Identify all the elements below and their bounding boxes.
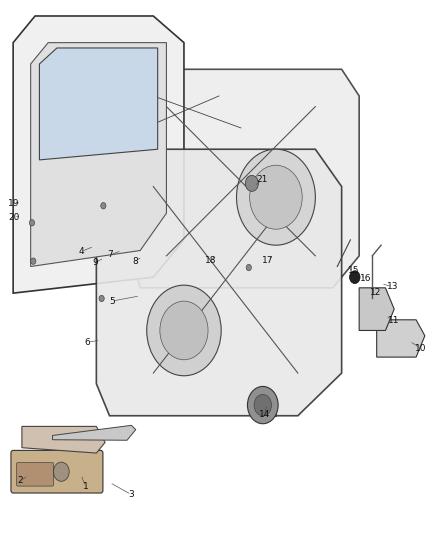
Text: 8: 8 bbox=[132, 257, 138, 265]
Text: 20: 20 bbox=[8, 213, 20, 222]
Text: 14: 14 bbox=[259, 410, 270, 419]
Text: 21: 21 bbox=[256, 175, 268, 184]
FancyBboxPatch shape bbox=[17, 463, 53, 486]
PathPatch shape bbox=[53, 425, 136, 440]
Text: 18: 18 bbox=[205, 256, 216, 264]
Circle shape bbox=[147, 285, 221, 376]
Text: 3: 3 bbox=[128, 490, 134, 499]
Text: 2: 2 bbox=[18, 477, 23, 485]
Text: 19: 19 bbox=[8, 199, 20, 208]
Text: 11: 11 bbox=[389, 317, 400, 325]
PathPatch shape bbox=[13, 16, 184, 293]
Circle shape bbox=[99, 295, 104, 302]
Circle shape bbox=[254, 394, 272, 416]
Text: 13: 13 bbox=[387, 282, 398, 291]
Text: 17: 17 bbox=[262, 256, 274, 264]
PathPatch shape bbox=[359, 288, 394, 330]
Text: 10: 10 bbox=[415, 344, 426, 352]
PathPatch shape bbox=[39, 48, 158, 160]
Circle shape bbox=[29, 220, 35, 226]
Circle shape bbox=[53, 462, 69, 481]
Circle shape bbox=[31, 258, 36, 264]
Text: 15: 15 bbox=[348, 266, 360, 275]
Circle shape bbox=[237, 149, 315, 245]
Text: 7: 7 bbox=[107, 251, 113, 259]
Text: 9: 9 bbox=[92, 258, 99, 266]
PathPatch shape bbox=[96, 149, 342, 416]
Text: 12: 12 bbox=[370, 288, 381, 296]
Bar bbox=[252, 402, 276, 416]
PathPatch shape bbox=[22, 426, 105, 453]
Circle shape bbox=[246, 264, 251, 271]
Text: 5: 5 bbox=[109, 297, 115, 305]
Text: 16: 16 bbox=[360, 274, 371, 283]
PathPatch shape bbox=[377, 320, 425, 357]
Circle shape bbox=[245, 175, 258, 191]
Circle shape bbox=[250, 165, 302, 229]
Circle shape bbox=[247, 386, 278, 424]
FancyBboxPatch shape bbox=[11, 450, 103, 493]
Circle shape bbox=[101, 203, 106, 209]
Text: 6: 6 bbox=[85, 338, 91, 346]
Text: 4: 4 bbox=[78, 247, 84, 256]
Circle shape bbox=[160, 301, 208, 360]
Circle shape bbox=[350, 271, 360, 284]
PathPatch shape bbox=[31, 43, 166, 266]
Text: 1: 1 bbox=[82, 482, 88, 491]
PathPatch shape bbox=[131, 69, 359, 288]
